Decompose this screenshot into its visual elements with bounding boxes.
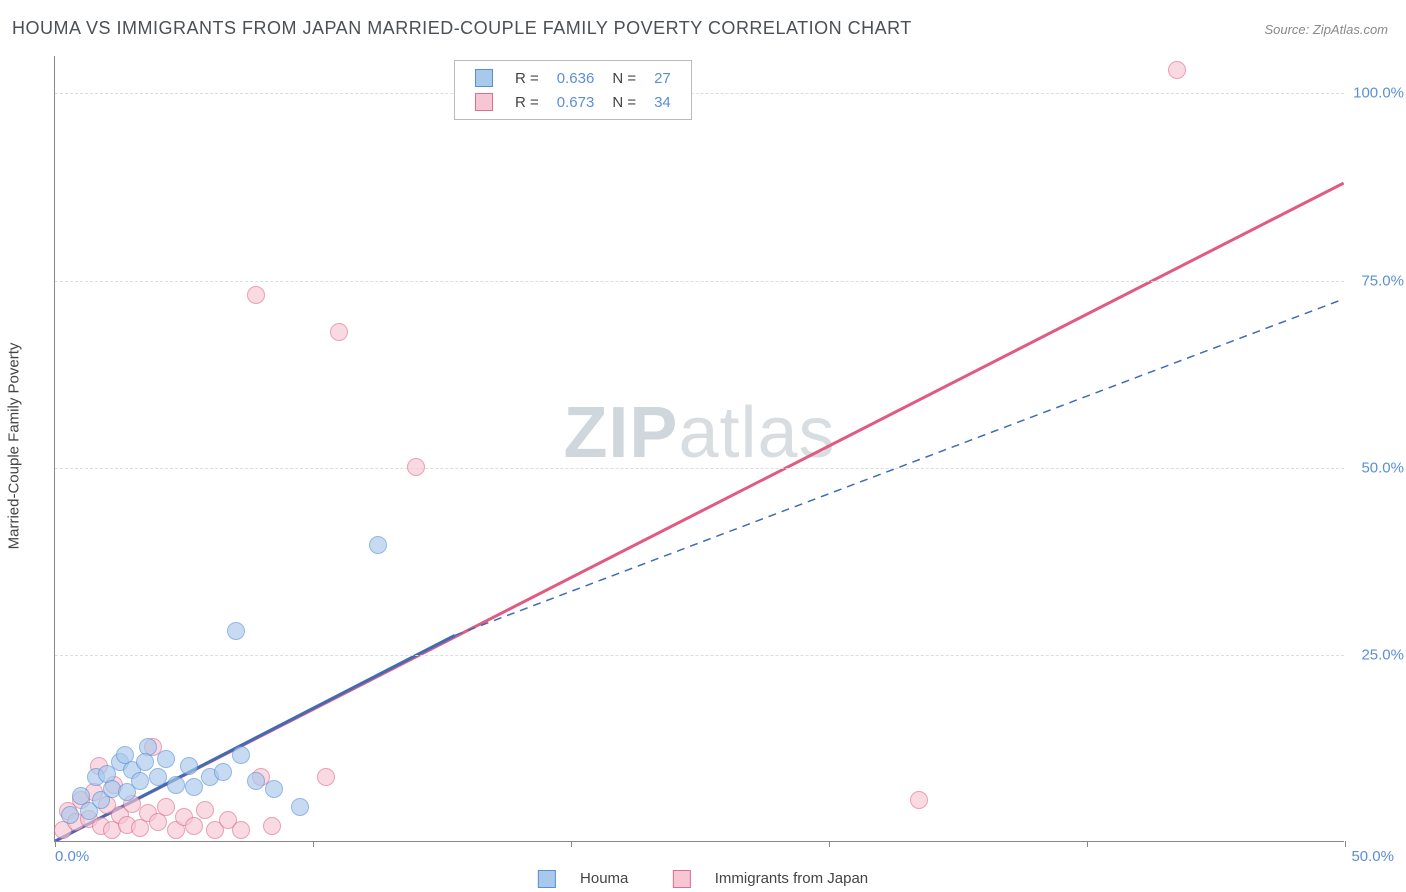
japan-label: Immigrants from Japan <box>715 870 868 887</box>
correlation-legend: R = 0.636 N = 27 R = 0.673 N = 34 <box>454 60 692 120</box>
swatch-blue <box>475 69 493 87</box>
point-japan <box>317 768 335 786</box>
r-label: R = <box>507 91 547 113</box>
point-houma <box>232 746 250 764</box>
gridline <box>55 655 1344 656</box>
series-legend: Houma Immigrants from Japan <box>518 870 888 888</box>
houma-n-value: 27 <box>646 67 679 89</box>
x-tick <box>55 841 56 847</box>
point-houma <box>291 798 309 816</box>
point-houma <box>369 536 387 554</box>
gridline <box>55 93 1344 94</box>
point-houma <box>214 763 232 781</box>
japan-n-value: 34 <box>646 91 679 113</box>
x-tick <box>1345 841 1346 847</box>
point-japan <box>263 817 281 835</box>
x-tick <box>571 841 572 847</box>
houma-r-value: 0.636 <box>549 67 603 89</box>
point-japan <box>196 801 214 819</box>
point-houma <box>116 746 134 764</box>
point-houma <box>265 780 283 798</box>
point-houma <box>180 757 198 775</box>
point-japan <box>232 821 250 839</box>
point-japan <box>247 286 265 304</box>
legend-row-japan: R = 0.673 N = 34 <box>467 91 679 113</box>
point-houma <box>136 753 154 771</box>
y-tick-label: 25.0% <box>1361 646 1404 663</box>
watermark-rest: atlas <box>678 393 835 473</box>
watermark: ZIPatlas <box>563 392 835 474</box>
n-label: N = <box>604 91 644 113</box>
gridline <box>55 468 1344 469</box>
point-houma <box>247 772 265 790</box>
y-tick-label: 100.0% <box>1353 85 1404 102</box>
x-tick-label: 50.0% <box>1351 848 1394 865</box>
point-houma <box>167 776 185 794</box>
point-houma <box>227 622 245 640</box>
r-label: R = <box>507 67 547 89</box>
point-houma <box>149 768 167 786</box>
plot-area: ZIPatlas 25.0%50.0%75.0%100.0%0.0%50.0% <box>54 56 1344 842</box>
y-tick-label: 75.0% <box>1361 272 1404 289</box>
chart-title: HOUMA VS IMMIGRANTS FROM JAPAN MARRIED-C… <box>12 18 912 39</box>
n-label: N = <box>604 67 644 89</box>
x-tick-label: 0.0% <box>55 848 89 865</box>
point-japan <box>910 791 928 809</box>
source-label: Source: ZipAtlas.com <box>1264 22 1388 37</box>
point-japan <box>185 817 203 835</box>
swatch-pink <box>673 870 691 888</box>
gridline <box>55 281 1344 282</box>
y-tick-label: 50.0% <box>1361 459 1404 476</box>
watermark-bold: ZIP <box>563 393 678 473</box>
x-tick <box>1087 841 1088 847</box>
point-japan <box>1168 61 1186 79</box>
x-tick <box>313 841 314 847</box>
swatch-blue <box>538 870 556 888</box>
point-japan <box>407 458 425 476</box>
point-houma <box>131 772 149 790</box>
point-houma <box>157 750 175 768</box>
legend-row-houma: R = 0.636 N = 27 <box>467 67 679 89</box>
houma-label: Houma <box>580 870 628 887</box>
swatch-pink <box>475 93 493 111</box>
trend-lines-layer <box>55 56 1344 841</box>
japan-r-value: 0.673 <box>549 91 603 113</box>
x-tick <box>829 841 830 847</box>
y-axis-label: Married-Couple Family Poverty <box>6 343 23 550</box>
point-japan <box>330 323 348 341</box>
point-japan <box>157 798 175 816</box>
point-houma <box>61 806 79 824</box>
